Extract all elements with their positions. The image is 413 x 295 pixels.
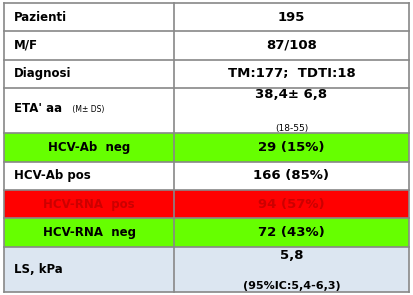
- Bar: [174, 190, 409, 218]
- Text: 29 (15%): 29 (15%): [258, 141, 325, 154]
- Bar: [174, 31, 409, 60]
- Bar: [4, 31, 174, 60]
- Text: Diagnosi: Diagnosi: [14, 67, 72, 80]
- Bar: [174, 133, 409, 162]
- Bar: [174, 88, 409, 133]
- Text: (M± DS): (M± DS): [70, 105, 104, 114]
- Text: 166 (85%): 166 (85%): [254, 169, 330, 182]
- Text: ETA' aa: ETA' aa: [14, 102, 62, 115]
- Bar: [4, 133, 174, 162]
- Bar: [4, 3, 174, 31]
- Bar: [174, 3, 409, 31]
- Text: M/F: M/F: [14, 39, 38, 52]
- Text: 5,8: 5,8: [280, 249, 303, 262]
- Text: LS, kPa: LS, kPa: [14, 263, 63, 276]
- Text: 195: 195: [278, 11, 305, 24]
- Text: Pazienti: Pazienti: [14, 11, 67, 24]
- Bar: [4, 60, 174, 88]
- Text: (95%IC:5,4-6,3): (95%IC:5,4-6,3): [243, 281, 340, 291]
- Text: 38,4± 6,8: 38,4± 6,8: [255, 88, 328, 101]
- Bar: [174, 60, 409, 88]
- Bar: [4, 162, 174, 190]
- Text: HCV-Ab pos: HCV-Ab pos: [14, 169, 91, 182]
- Bar: [174, 247, 409, 292]
- Text: 94 (57%): 94 (57%): [258, 198, 325, 211]
- Bar: [4, 247, 174, 292]
- Text: (18-55): (18-55): [275, 124, 308, 133]
- Text: HCV-RNA  pos: HCV-RNA pos: [43, 198, 135, 211]
- Text: HCV-Ab  neg: HCV-Ab neg: [48, 141, 130, 154]
- Bar: [174, 162, 409, 190]
- Bar: [4, 218, 174, 247]
- Bar: [4, 88, 174, 133]
- Text: HCV-RNA  neg: HCV-RNA neg: [43, 226, 135, 239]
- Text: TM:177;  TDTI:18: TM:177; TDTI:18: [228, 67, 355, 80]
- Text: 87/108: 87/108: [266, 39, 317, 52]
- Bar: [4, 190, 174, 218]
- Bar: [174, 218, 409, 247]
- Text: 72 (43%): 72 (43%): [258, 226, 325, 239]
